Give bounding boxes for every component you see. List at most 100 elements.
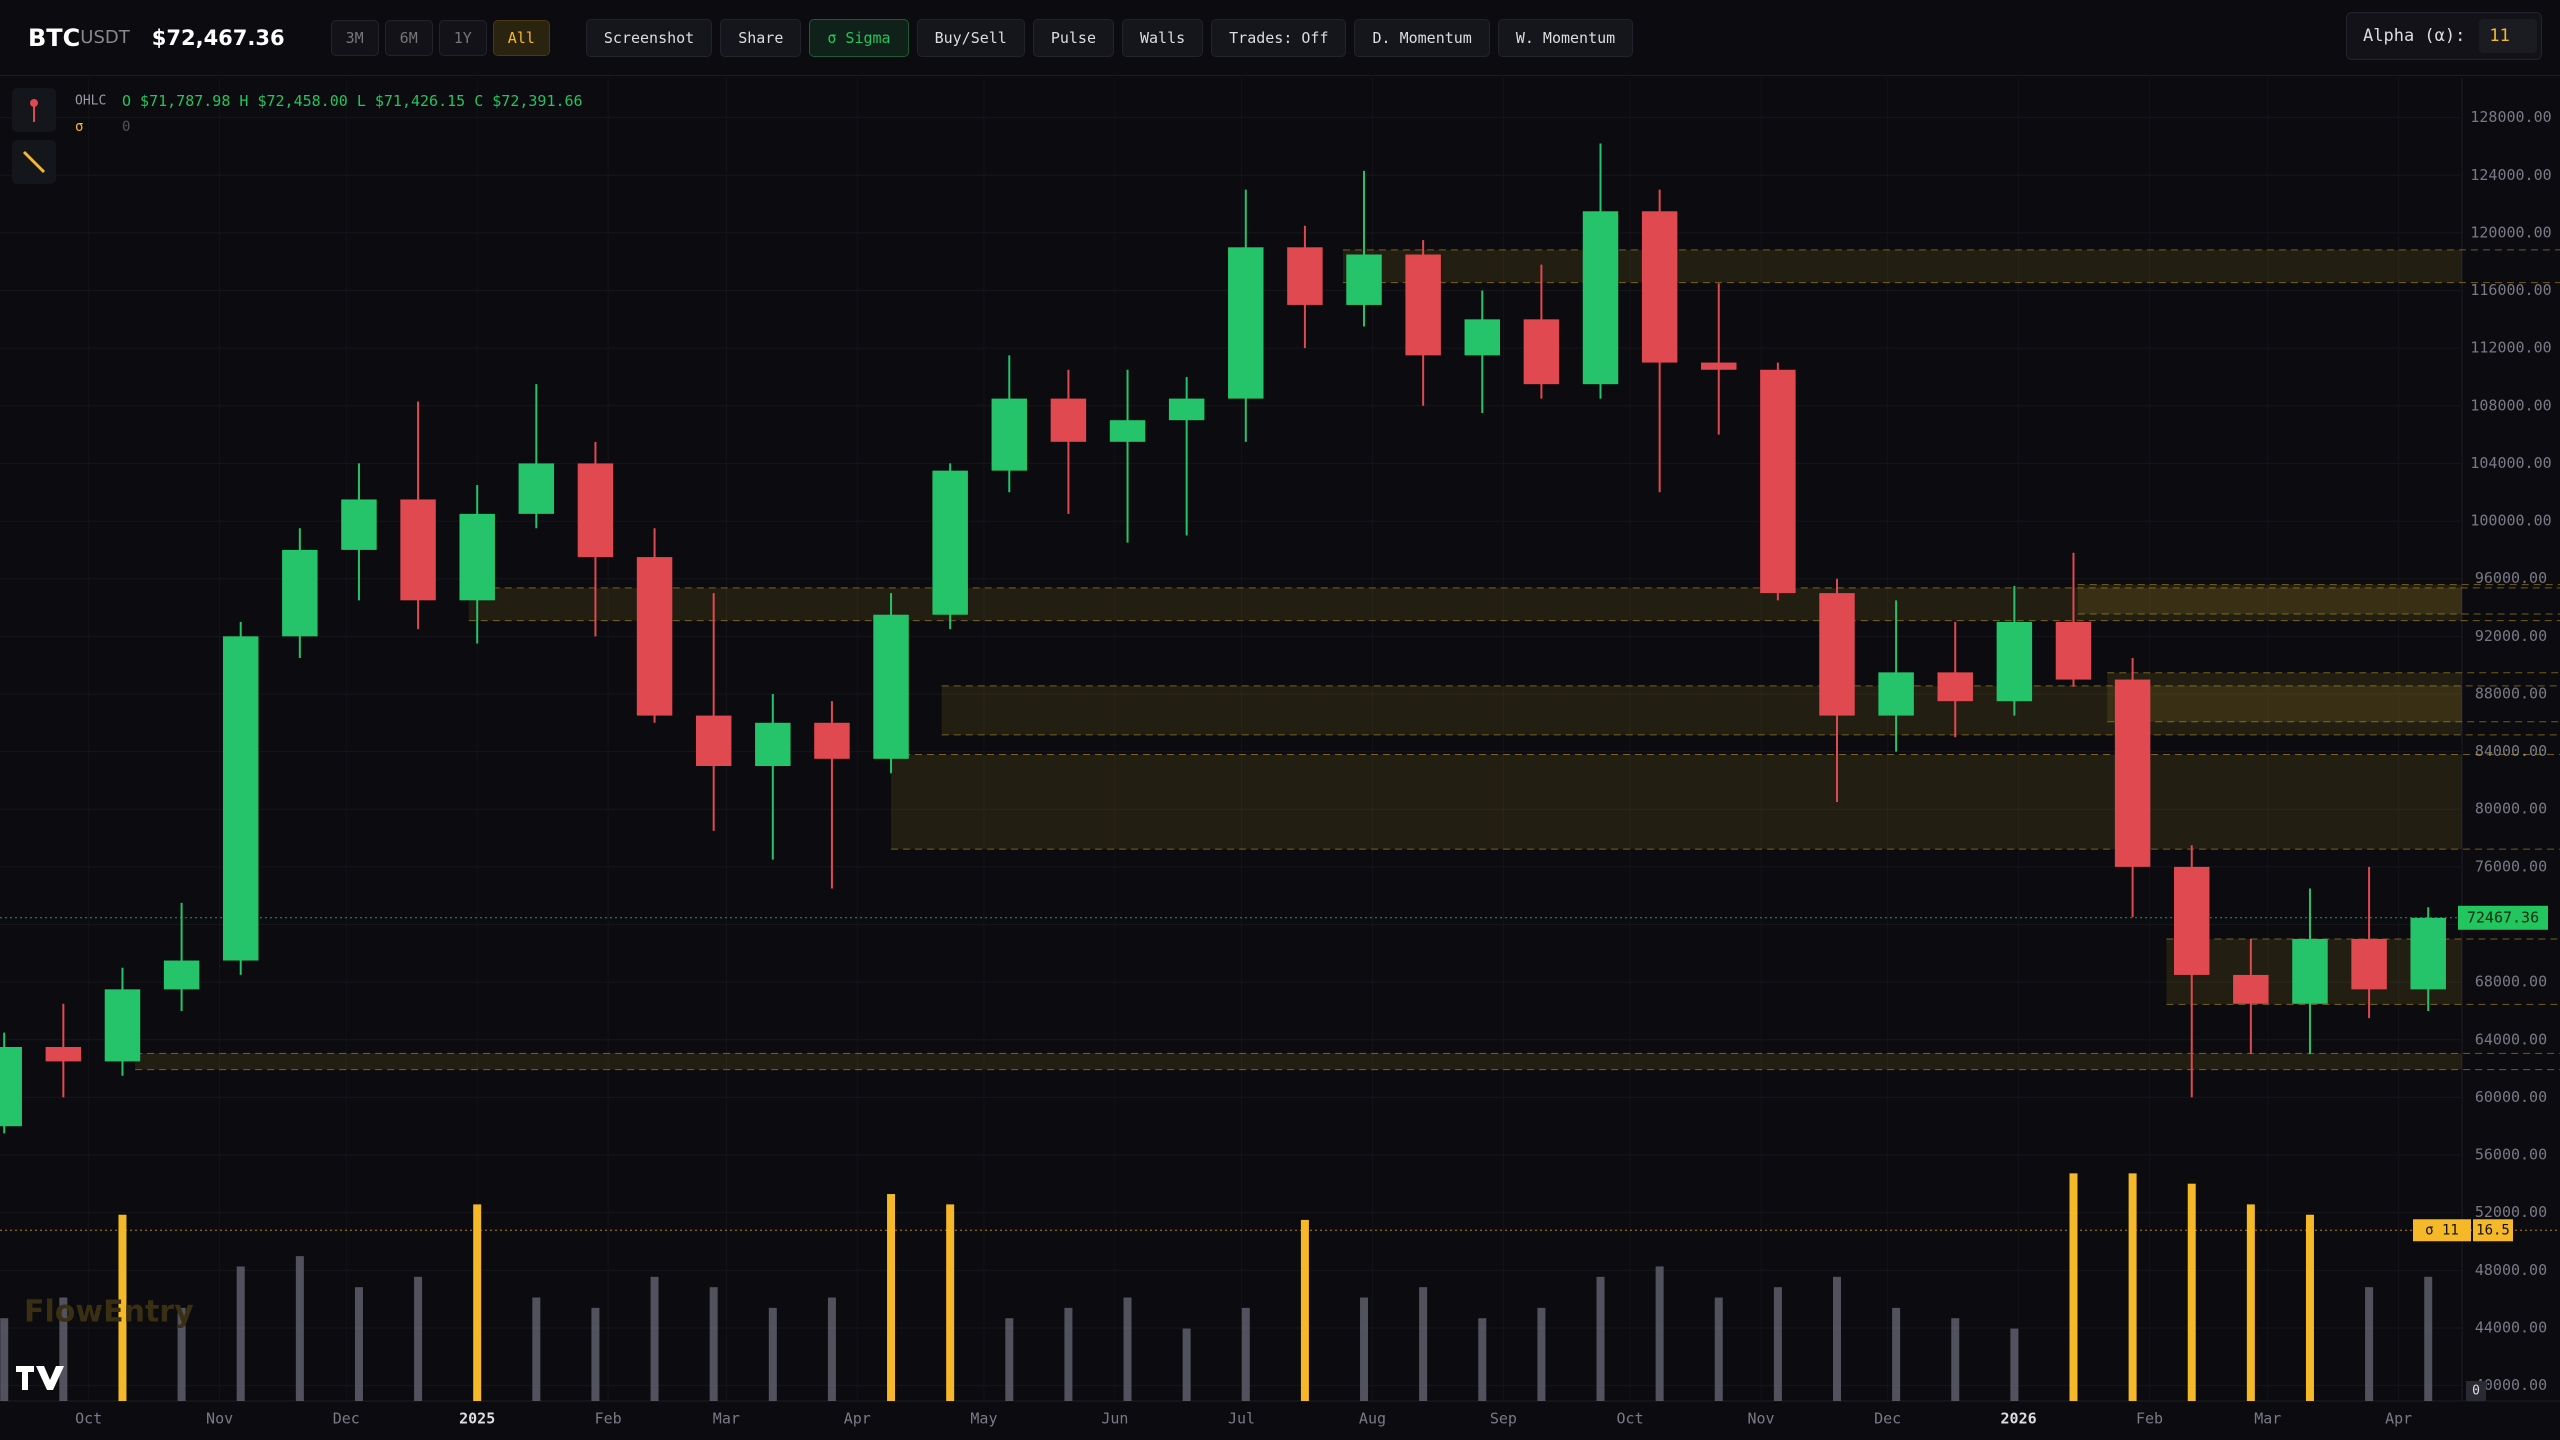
y-tick-label: 100000.00 [2470, 512, 2551, 530]
y-tick-label: 76000.00 [2475, 857, 2547, 875]
zone [891, 754, 2462, 850]
x-tick-label: Oct [1617, 1410, 1644, 1428]
volume-bar [1714, 1297, 1723, 1401]
volume-tick-tag [2466, 1381, 2486, 1401]
candle-body [814, 722, 850, 759]
tool-button[interactable]: σ Sigma [809, 18, 909, 57]
x-tick-label: Jul [1228, 1410, 1255, 1428]
candle-body [1641, 211, 1678, 363]
candle-body [1937, 672, 1973, 702]
candle-body [755, 722, 791, 767]
x-tick-label: Mar [2254, 1410, 2281, 1428]
volume-bar [768, 1307, 777, 1401]
candle-body [1346, 254, 1382, 305]
candle-body [1109, 420, 1146, 442]
candle-body [518, 463, 555, 514]
alpha-input[interactable]: Alpha (α): 11 [2346, 12, 2542, 60]
alpha-value[interactable]: 11 [2479, 19, 2538, 53]
volume-bar [1655, 1266, 1664, 1401]
tool-button[interactable]: Share [720, 18, 802, 57]
candle-body [2410, 917, 2446, 990]
volume-bar [0, 1318, 9, 1401]
threshold-label: σ 11 [2425, 1222, 2459, 1238]
y-tick-label: 48000.00 [2475, 1261, 2547, 1279]
y-tick-label: 68000.00 [2475, 973, 2547, 991]
volume-bar [2305, 1214, 2314, 1401]
candle-body [2114, 679, 2151, 867]
candle-body [577, 463, 614, 558]
volume-bar [1478, 1318, 1487, 1401]
volume-bar [2424, 1276, 2433, 1401]
range-button[interactable]: 1Y [438, 19, 487, 56]
x-tick-label: May [970, 1410, 997, 1428]
candle-body [459, 513, 495, 601]
tool-icon [22, 150, 46, 174]
candle-body [104, 989, 141, 1062]
tool-button[interactable]: Pulse [1032, 18, 1114, 57]
volume-bar [591, 1307, 600, 1401]
watermark: FlowEntry [24, 1295, 194, 1330]
y-tick-label: 84000.00 [2475, 742, 2547, 760]
tool-button[interactable]: Screenshot [585, 18, 713, 57]
candle-body [1228, 247, 1264, 399]
tool-button[interactable]: W. Momentum [1497, 18, 1634, 57]
plot: 40000.00 44000.00 48000.00 52000.00 56000.00… [0, 78, 2560, 1428]
tool-button[interactable]: Walls [1121, 18, 1204, 57]
x-tick-label: 2025 [459, 1410, 495, 1428]
low: L $71,426.15 [357, 92, 465, 110]
tool-button[interactable]: D. Momentum [1354, 18, 1490, 57]
button-group: Screenshot Share σ Sigma Buy/Sell Pulse Walls… [585, 18, 1641, 57]
volume-bar [1773, 1287, 1782, 1401]
sigma-value: 0 [122, 119, 130, 135]
x-tick-label: Apr [2385, 1410, 2412, 1428]
candle-body [341, 499, 377, 550]
y-tick-label: 120000.00 [2470, 223, 2551, 241]
candle-body [1582, 211, 1619, 385]
y-tick-label: 112000.00 [2470, 339, 2551, 357]
sigma-label: σ [75, 119, 83, 135]
candle-body [400, 499, 436, 601]
y-tick-label: 104000.00 [2470, 454, 2551, 472]
volume-bar [473, 1204, 482, 1401]
volume-bar [2010, 1328, 2019, 1401]
legend-label: OHLC [75, 94, 106, 109]
y-tick-label: 56000.00 [2475, 1146, 2547, 1164]
x-tick-label: Feb [595, 1410, 622, 1428]
quote: USDT [80, 27, 130, 48]
y-tick-label: 124000.00 [2470, 166, 2551, 184]
volume-bar [177, 1307, 186, 1401]
x-tick-label: Jun [1101, 1410, 1128, 1428]
volume-bar [2246, 1204, 2255, 1401]
volume-bar [1892, 1307, 1901, 1401]
zone [2107, 672, 2462, 722]
range-button[interactable]: 6M [384, 19, 433, 56]
x-tick-label: Nov [206, 1410, 233, 1428]
candle-body [1996, 621, 2033, 702]
candle-body [636, 557, 673, 716]
candle-body [1760, 369, 1796, 594]
volume-bar [827, 1297, 836, 1401]
zone [1342, 249, 2462, 283]
range-button[interactable]: All [492, 19, 550, 56]
zone [468, 587, 2463, 621]
y-tick-label: 92000.00 [2475, 627, 2547, 645]
tool-button[interactable]: Trades: Off [1211, 18, 1347, 57]
open: O $71,787.98 [122, 92, 230, 110]
candle-body [282, 549, 318, 637]
y-tick-label: 40000.00 [2475, 1376, 2547, 1394]
range-button[interactable]: 3M [330, 19, 379, 56]
close: C $72,391.66 [474, 92, 582, 110]
last-price-label: 72467.36 [2467, 908, 2539, 926]
candle-body [2055, 621, 2092, 680]
x-tick-label: Feb [2136, 1410, 2163, 1428]
zone [2077, 584, 2462, 615]
high: H $72,458.00 [239, 92, 347, 110]
volume-bar [946, 1204, 955, 1401]
y-tick-label: 108000.00 [2470, 396, 2551, 414]
candle-body [1878, 672, 1914, 716]
volume-bar [1064, 1307, 1073, 1401]
ohlc-values: O $71,787.98 H $72,458.00 L $71,426.15 C… [122, 92, 583, 110]
volume-bar [2187, 1183, 2196, 1401]
tool-button[interactable]: Buy/Sell [916, 18, 1025, 57]
symbol: BTC [28, 23, 81, 52]
